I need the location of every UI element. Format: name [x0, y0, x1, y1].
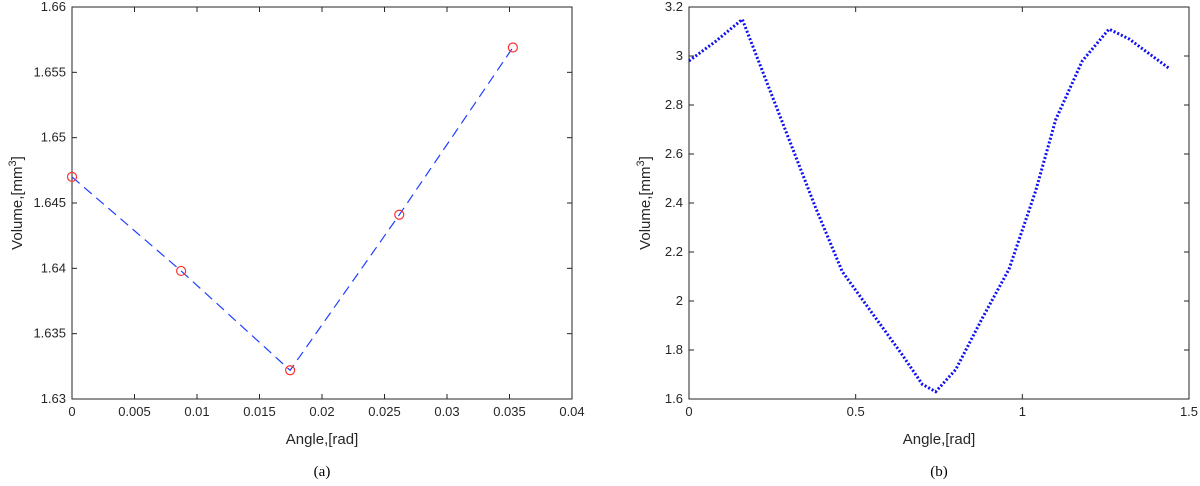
y-tick-label: 2.4: [665, 195, 683, 210]
x-tick-label: 1: [1019, 404, 1026, 419]
chart-panel-b: 1.6 1.8 2 2.2 2.4 2.6 2.8 3 3.2 0 0.5 1 1.5 Angle,[…: [635, 0, 1198, 480]
x-tick-label: 0.025: [368, 404, 401, 419]
x-tick-label: 0.04: [559, 404, 584, 419]
x-axis-ticks: 0 0.5 1 1.5: [685, 7, 1198, 419]
y-axis-ticks: 1.63 1.635 1.64 1.645 1.65 1.655 1.66: [33, 0, 572, 406]
x-tick-label: 0.03: [434, 404, 459, 419]
x-axis-label: Angle,[rad]: [286, 431, 359, 448]
y-tick-label: 3: [676, 48, 683, 63]
y-tick-label: 2.6: [665, 146, 683, 161]
y-tick-label: 1.655: [33, 64, 66, 79]
series-line: [688, 16, 1170, 394]
x-tick-label: 0.5: [847, 404, 865, 419]
chart-panel-a: 1.63 1.635 1.64 1.645 1.65 1.655 1.66 0 0.005 0.…: [7, 0, 585, 480]
data-point: [394, 209, 405, 220]
x-tick-label: 0: [68, 404, 75, 419]
data-point: [176, 265, 187, 277]
y-tick-label: 1.635: [33, 326, 66, 341]
x-tick-label: 0.01: [184, 404, 209, 419]
data-point: [66, 171, 78, 182]
data-series: [66, 42, 518, 376]
y-tick-label: 2.2: [665, 244, 683, 259]
x-tick-label: 0.02: [309, 404, 334, 419]
y-tick-label: 2: [676, 293, 683, 308]
y-tick-label: 1.8: [665, 342, 683, 357]
x-tick-label: 0: [685, 404, 692, 419]
y-axis-ticks: 1.6 1.8 2 2.2 2.4 2.6 2.8 3 3.2: [665, 0, 1189, 406]
data-point: [285, 365, 296, 376]
panel-caption: (a): [314, 464, 331, 480]
panel-caption: (b): [930, 464, 948, 480]
x-tick-label: 0.035: [493, 404, 526, 419]
y-axis-label: Volume,[mm3]: [7, 156, 26, 250]
y-tick-label: 1.66: [41, 0, 66, 14]
y-tick-label: 1.65: [41, 130, 66, 145]
y-tick-label: 1.6: [665, 391, 683, 406]
y-tick-label: 1.645: [33, 195, 66, 210]
plot-frame: [688, 6, 1190, 400]
series-line: [71, 47, 514, 372]
y-axis-label: Volume,[mm3]: [635, 156, 654, 250]
y-tick-label: 1.64: [41, 260, 66, 275]
plot-frame: [71, 6, 573, 400]
y-tick-label: 2.8: [665, 97, 683, 112]
x-tick-label: 0.005: [118, 404, 151, 419]
x-axis-ticks: 0 0.005 0.01 0.015 0.02 0.025 0.03 0.035 0.04: [68, 7, 585, 419]
x-axis-label: Angle,[rad]: [903, 431, 976, 448]
y-tick-label: 3.2: [665, 0, 683, 14]
x-tick-label: 1.5: [1180, 404, 1198, 419]
data-series: [688, 16, 1170, 394]
data-point: [507, 42, 518, 53]
x-tick-label: 0.015: [243, 404, 276, 419]
y-tick-label: 1.63: [41, 391, 66, 406]
